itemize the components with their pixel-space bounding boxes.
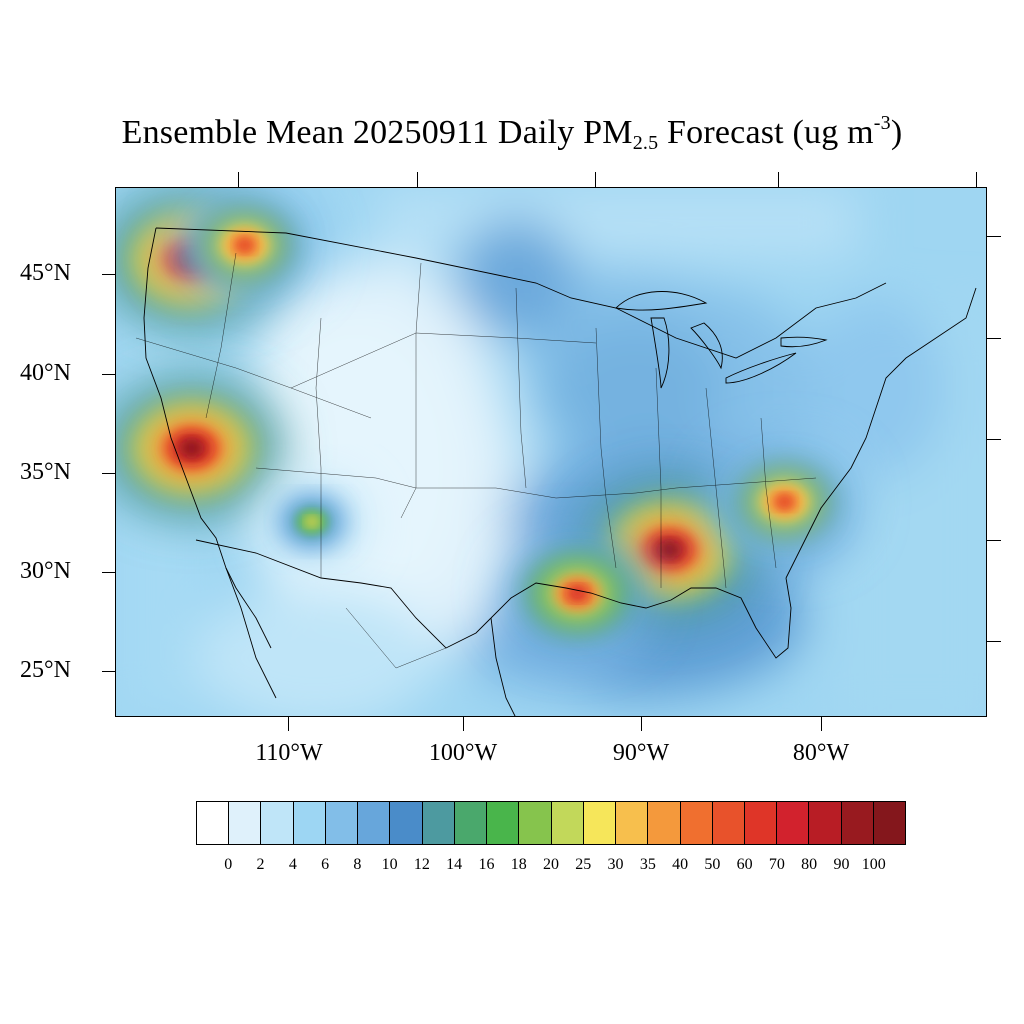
lon-tick-bottom (641, 717, 642, 731)
pm25-map (115, 187, 987, 717)
colorbar-swatch (841, 802, 874, 844)
colorbar-swatch (809, 802, 842, 844)
plume-california-sierra (116, 378, 283, 519)
colorbar-label: 40 (672, 856, 689, 873)
lat-tick-right (987, 540, 1001, 541)
lat-label-35: 35°N (20, 459, 71, 485)
lat-tick-right (987, 641, 1001, 642)
colorbar-swatch (293, 802, 326, 844)
colorbar-swatch (873, 802, 906, 844)
colorbar-label: 10 (381, 856, 398, 873)
colorbar-swatch (325, 802, 359, 844)
plume-ring (182, 441, 201, 456)
colorbar-swatch (390, 802, 423, 844)
colorbar-swatch (454, 802, 488, 844)
lon-tick-top (595, 172, 596, 187)
lon-label-110w: 110°W (255, 740, 323, 766)
colorbar (196, 801, 906, 845)
lat-tick-left (102, 274, 115, 275)
lon-tick-bottom (463, 717, 464, 731)
lat-label-30: 30°N (20, 558, 71, 584)
colorbar-label: 20 (543, 856, 559, 873)
colorbar-label: 25 (575, 856, 592, 873)
plume-louisiana-coast (504, 537, 651, 650)
plume-idaho-montana (171, 189, 318, 302)
colorbar-label: 60 (736, 856, 753, 873)
colorbar-swatch (358, 802, 391, 844)
plume-ring (777, 496, 792, 508)
coastlines-and-borders (143, 227, 977, 716)
colorbar-swatch (777, 802, 810, 844)
plume-ring (237, 239, 253, 251)
map-title: Ensemble Mean 20250911 Daily PM2.5 Forec… (121, 112, 903, 154)
colorbar-swatch (680, 802, 713, 844)
lat-label-45: 45°N (20, 260, 71, 286)
colorbar-label: 2 (256, 856, 265, 873)
colorbar-label: 90 (833, 856, 850, 873)
lon-tick-top (417, 172, 418, 187)
lon-tick-top (778, 172, 779, 187)
colorbar-swatch (487, 802, 520, 844)
plume-ring (660, 542, 679, 557)
colorbar-swatch (744, 802, 778, 844)
lat-tick-left (102, 374, 115, 375)
plume-new-mexico (261, 483, 363, 561)
colorbar-swatch (197, 802, 230, 844)
lon-label-80w: 80°W (792, 740, 850, 766)
lon-tick-top (238, 172, 239, 187)
lon-tick-bottom (821, 717, 822, 731)
lon-label-90w: 90°W (612, 740, 670, 766)
colorbar-swatch (583, 802, 617, 844)
colorbar-label: 4 (288, 856, 297, 873)
lon-tick-bottom (288, 717, 289, 731)
colorbar-label: 100 (861, 856, 886, 873)
colorbar-swatch (648, 802, 681, 844)
plume-south-carolina (711, 445, 858, 558)
state-borders (135, 252, 817, 669)
colorbar-swatch (616, 802, 649, 844)
lat-label-40: 40°N (20, 360, 71, 386)
lat-tick-left (102, 572, 115, 573)
colorbar-label: 14 (446, 856, 463, 873)
colorbar-label: 30 (607, 856, 624, 873)
colorbar-label: 70 (768, 856, 785, 873)
lat-tick-right (987, 439, 1001, 440)
lat-tick-right (987, 236, 1001, 237)
lat-label-25: 25°N (20, 657, 71, 683)
smoke-plumes (116, 189, 858, 650)
colorbar-label: 16 (478, 856, 495, 873)
lat-tick-left (102, 671, 115, 672)
colorbar-label: 18 (510, 856, 527, 873)
colorbar-swatch (712, 802, 745, 844)
lon-label-100w: 100°W (428, 740, 498, 766)
colorbar-swatch (229, 802, 262, 844)
colorbar-label: 6 (321, 856, 330, 873)
lat-tick-right (987, 338, 1001, 339)
lat-tick-left (102, 473, 115, 474)
colorbar-label: 35 (639, 856, 656, 873)
colorbar-label: 80 (801, 856, 818, 873)
colorbar-swatch (261, 802, 294, 844)
colorbar-label: 12 (413, 856, 430, 873)
colorbar-swatch (519, 802, 552, 844)
colorbar-label: 0 (224, 856, 233, 873)
plume-ring (307, 517, 318, 526)
colorbar-label: 8 (353, 856, 362, 873)
colorbar-swatch (422, 802, 455, 844)
lon-tick-top (976, 172, 977, 187)
colorbar-swatch (551, 802, 584, 844)
colorbar-label: 50 (704, 856, 721, 873)
